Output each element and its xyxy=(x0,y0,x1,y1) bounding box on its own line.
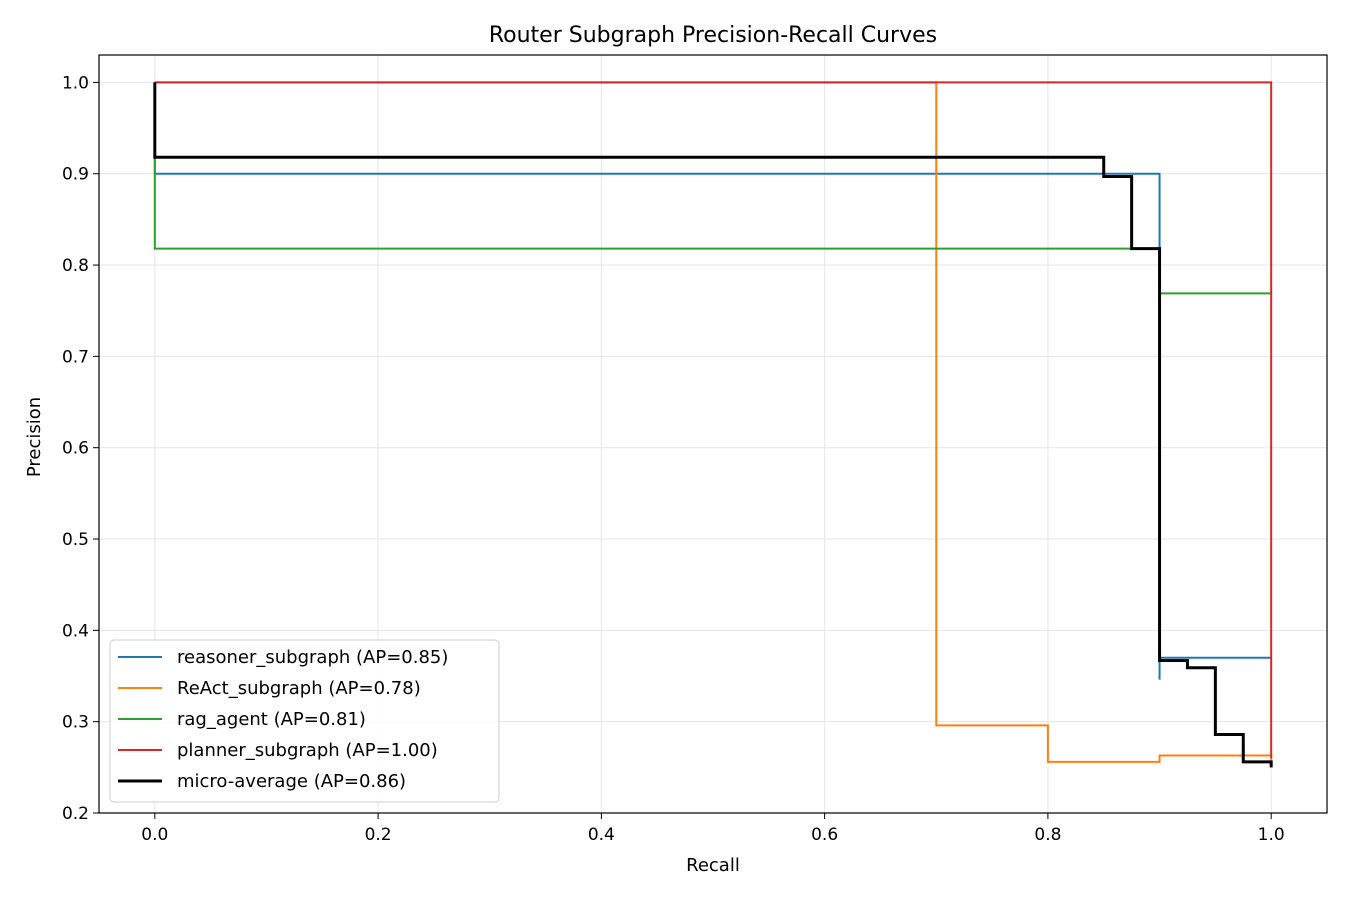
x-tick-label: 0.6 xyxy=(811,825,838,845)
legend-label-1: ReAct_subgraph (AP=0.78) xyxy=(177,678,421,699)
chart-title: Router Subgraph Precision-Recall Curves xyxy=(489,23,937,48)
series-group xyxy=(153,81,1273,768)
y-tick-label: 0.4 xyxy=(62,621,89,641)
series-line-4 xyxy=(153,82,1273,768)
y-ticks: 0.2 0.3 0.4 0.5 0.6 0.7 0.8 0.9 1.0 xyxy=(62,73,99,824)
x-tick-label: 0.2 xyxy=(365,825,392,845)
y-tick-label: 0.6 xyxy=(62,439,89,459)
plot-frame xyxy=(98,54,1328,814)
legend-label-4: micro-average (AP=0.86) xyxy=(177,771,406,792)
y-tick-label: 1.0 xyxy=(62,73,89,93)
x-ticks: 0.0 0.2 0.4 0.6 0.8 1.0 xyxy=(141,813,1285,845)
legend: reasoner_subgraph (AP=0.85) ReAct_subgrap… xyxy=(109,639,500,803)
y-tick-label: 0.5 xyxy=(62,530,89,550)
legend-label-2: rag_agent (AP=0.81) xyxy=(177,709,366,730)
series-line-3 xyxy=(154,81,1273,759)
legend-label-0: reasoner_subgraph (AP=0.85) xyxy=(177,647,448,668)
y-tick-label: 0.3 xyxy=(62,713,89,733)
y-tick-label: 0.8 xyxy=(62,256,89,276)
series-line-1 xyxy=(154,81,1273,768)
x-axis-label: Recall xyxy=(686,855,740,876)
legend-label-3: planner_subgraph (AP=1.00) xyxy=(177,740,438,761)
x-tick-label: 0.4 xyxy=(588,825,615,845)
y-tick-label: 0.2 xyxy=(62,804,89,824)
legend-box xyxy=(109,639,500,803)
x-tick-label: 0.8 xyxy=(1034,825,1061,845)
x-tick-label: 0.0 xyxy=(141,825,168,845)
y-tick-label: 0.9 xyxy=(62,165,89,185)
y-tick-label: 0.7 xyxy=(62,347,89,367)
y-axis-label: Precision xyxy=(24,397,45,477)
x-tick-label: 1.0 xyxy=(1258,825,1285,845)
